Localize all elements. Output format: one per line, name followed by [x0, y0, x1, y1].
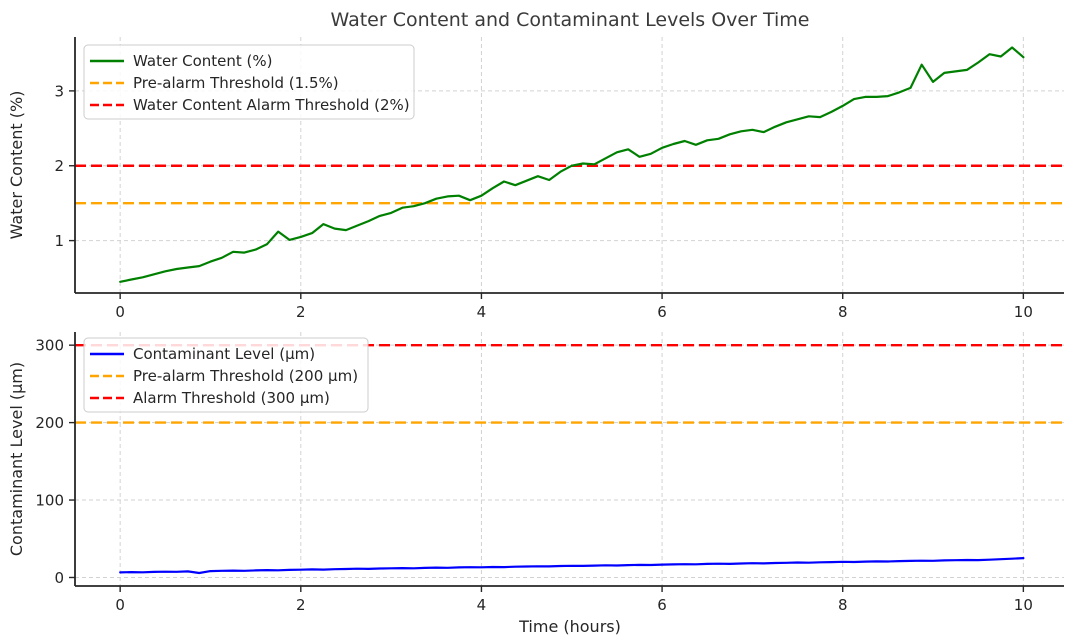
- y-tick-label: 100: [35, 492, 64, 510]
- y-tick-label: 2: [54, 157, 64, 175]
- x-tick-label: 6: [657, 303, 667, 321]
- x-tick-label: 0: [115, 596, 125, 614]
- y-tick-label: 0: [54, 569, 64, 587]
- legend-label-alarm: Water Content Alarm Threshold (2%): [133, 96, 410, 114]
- legend-label-water-content: Water Content (%): [133, 52, 273, 70]
- x-tick-label: 4: [477, 596, 487, 614]
- chart-title: Water Content and Contaminant Levels Ove…: [331, 9, 810, 31]
- legend-label-pre-alarm: Pre-alarm Threshold (200 µm): [133, 367, 358, 385]
- legend-label-contaminant: Contaminant Level (µm): [133, 345, 315, 363]
- x-tick-label: 2: [296, 303, 306, 321]
- x-tick-label: 4: [477, 303, 487, 321]
- legend-label-pre-alarm: Pre-alarm Threshold (1.5%): [133, 74, 339, 92]
- legend-label-alarm: Alarm Threshold (300 µm): [133, 389, 330, 407]
- contaminant-legend: Contaminant Level (µm) Pre-alarm Thresho…: [83, 337, 369, 413]
- contaminant-y-axis-label: Contaminant Level (µm): [7, 362, 26, 556]
- water-content-y-axis-label: Water Content (%): [7, 91, 26, 240]
- x-tick-label: 6: [657, 596, 667, 614]
- x-axis-label: Time (hours): [518, 617, 621, 636]
- x-tick-label: 8: [838, 303, 848, 321]
- x-tick-label: 0: [115, 303, 125, 321]
- series: [75, 46, 1064, 283]
- x-tick-label: 10: [1014, 303, 1033, 321]
- x-tick-label: 8: [838, 596, 848, 614]
- x-tick-label: 2: [296, 596, 306, 614]
- y-tick-label: 300: [35, 337, 64, 355]
- data-line: [119, 556, 1025, 575]
- y-tick-label: 3: [54, 82, 64, 100]
- y-tick-label: 200: [35, 414, 64, 432]
- data-line: [119, 46, 1025, 283]
- x-tick-label: 10: [1014, 596, 1033, 614]
- y-tick-label: 1: [54, 232, 64, 250]
- legend-box: [83, 337, 369, 413]
- legend-box: [83, 44, 415, 120]
- water-content-legend: Water Content (%) Pre-alarm Threshold (1…: [83, 44, 415, 120]
